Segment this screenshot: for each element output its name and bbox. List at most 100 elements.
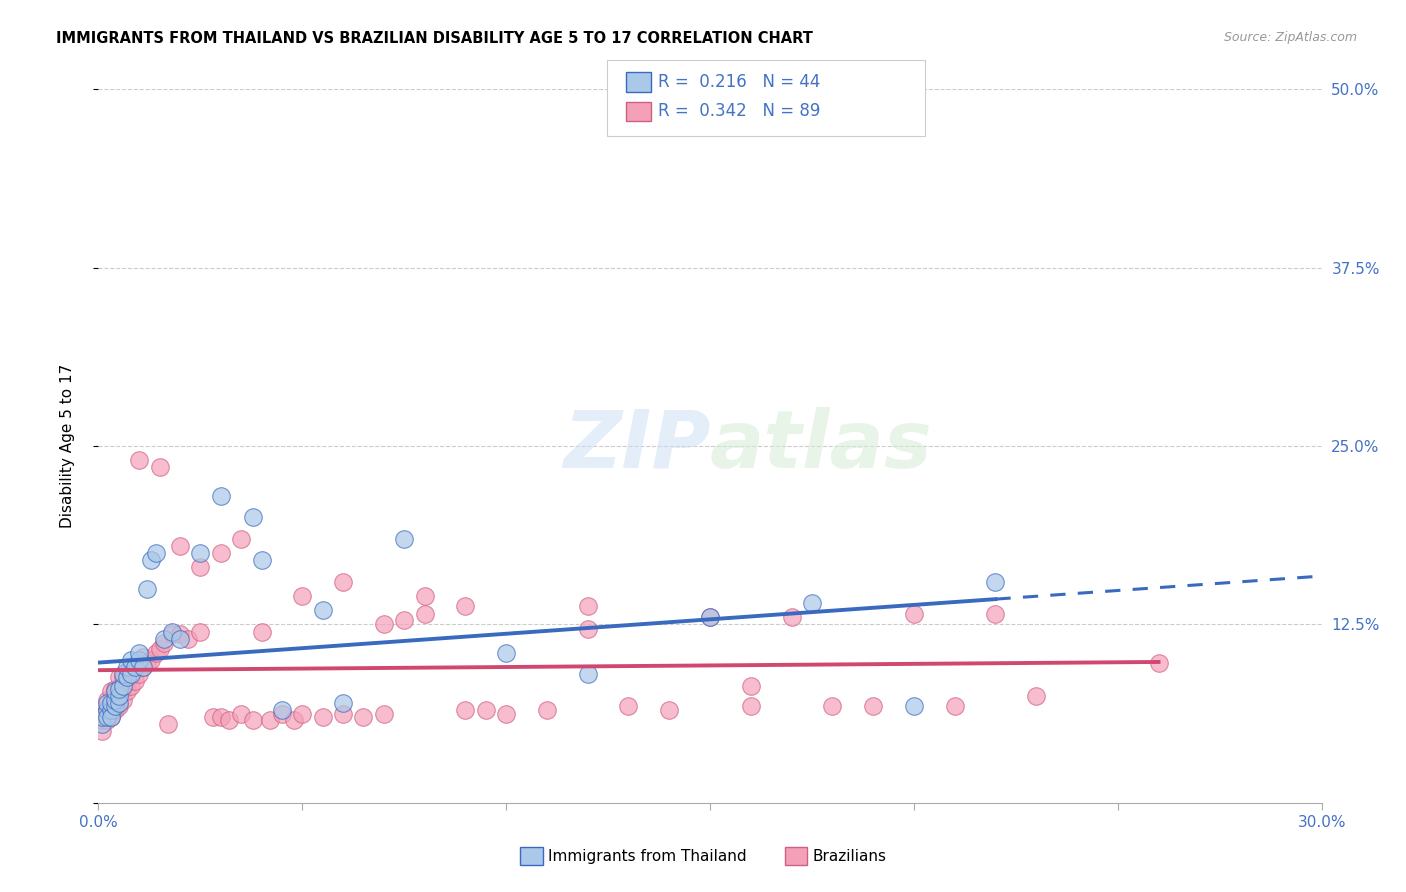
Point — [474, 703, 498, 717]
Point — [495, 707, 517, 722]
Point — [413, 607, 436, 622]
Point — [495, 646, 517, 660]
Point — [115, 665, 138, 679]
Point — [108, 696, 131, 710]
Point — [160, 624, 183, 639]
Point — [283, 713, 305, 727]
Point — [104, 684, 127, 698]
Point — [801, 596, 824, 610]
Point — [136, 656, 159, 670]
Point — [149, 460, 172, 475]
Text: Brazilians: Brazilians — [813, 849, 887, 863]
Point — [111, 679, 134, 693]
Point — [115, 660, 138, 674]
Point — [91, 710, 114, 724]
Point — [120, 653, 142, 667]
Point — [373, 617, 395, 632]
Point — [160, 627, 183, 641]
Point — [96, 710, 118, 724]
Point — [111, 670, 134, 684]
Point — [699, 610, 721, 624]
Point — [111, 681, 134, 696]
Point — [231, 707, 253, 722]
Point — [1147, 656, 1170, 670]
Point — [108, 681, 131, 696]
Point — [270, 707, 294, 722]
Point — [128, 453, 150, 467]
Point — [188, 546, 212, 560]
Point — [332, 707, 354, 722]
Point — [124, 674, 146, 689]
Point — [136, 582, 159, 596]
Point — [242, 713, 264, 727]
Point — [120, 667, 142, 681]
Point — [218, 713, 240, 727]
Point — [141, 553, 163, 567]
Point — [169, 539, 191, 553]
Point — [104, 681, 127, 696]
Point — [242, 510, 264, 524]
Point — [120, 660, 142, 674]
Point — [984, 607, 1007, 622]
Text: atlas: atlas — [710, 407, 932, 485]
Point — [124, 660, 146, 674]
Point — [91, 703, 114, 717]
Point — [145, 546, 167, 560]
Point — [259, 713, 281, 727]
Point — [124, 660, 146, 674]
Point — [1025, 689, 1047, 703]
Point — [132, 650, 155, 665]
Point — [108, 670, 131, 684]
Point — [96, 693, 118, 707]
Point — [454, 599, 477, 613]
Point — [740, 698, 762, 713]
Point — [108, 689, 131, 703]
Point — [454, 703, 477, 717]
Point — [108, 681, 131, 696]
Point — [108, 689, 131, 703]
Point — [128, 646, 150, 660]
Point — [115, 674, 138, 689]
Point — [332, 574, 354, 589]
Text: Source: ZipAtlas.com: Source: ZipAtlas.com — [1223, 31, 1357, 45]
Point — [177, 632, 200, 646]
Point — [115, 684, 138, 698]
Text: IMMIGRANTS FROM THAILAND VS BRAZILIAN DISABILITY AGE 5 TO 17 CORRELATION CHART: IMMIGRANTS FROM THAILAND VS BRAZILIAN DI… — [56, 31, 813, 46]
Point — [111, 667, 134, 681]
Point — [943, 698, 966, 713]
Point — [152, 636, 174, 650]
Point — [100, 696, 122, 710]
Point — [100, 684, 122, 698]
Point — [250, 553, 273, 567]
Point — [862, 698, 884, 713]
Point — [740, 679, 762, 693]
Point — [250, 624, 273, 639]
Point — [576, 599, 599, 613]
Point — [108, 698, 131, 713]
Point — [111, 693, 134, 707]
Point — [132, 660, 155, 674]
Point — [104, 703, 127, 717]
Point — [658, 703, 681, 717]
Point — [576, 622, 599, 636]
Point — [169, 627, 191, 641]
Point — [392, 613, 416, 627]
Point — [104, 696, 127, 710]
Point — [312, 710, 335, 724]
Point — [100, 710, 122, 724]
Point — [169, 632, 191, 646]
Point — [120, 679, 142, 693]
Point — [128, 656, 150, 670]
Point — [231, 532, 253, 546]
Point — [100, 693, 122, 707]
Point — [152, 632, 174, 646]
Point — [96, 703, 118, 717]
Point — [120, 667, 142, 681]
Point — [115, 670, 138, 684]
Point — [984, 574, 1007, 589]
Point — [209, 546, 232, 560]
Point — [209, 489, 232, 503]
Point — [188, 560, 212, 574]
Point — [536, 703, 558, 717]
Point — [132, 660, 155, 674]
